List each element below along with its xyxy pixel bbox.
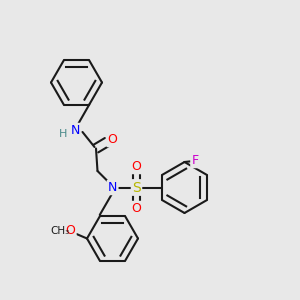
Text: N: N	[108, 181, 117, 194]
Text: S: S	[132, 181, 141, 194]
Text: O: O	[132, 160, 141, 173]
Text: CH₃: CH₃	[50, 226, 70, 236]
Text: O: O	[108, 133, 117, 146]
Text: H: H	[59, 128, 67, 139]
Text: O: O	[132, 202, 141, 215]
Text: O: O	[66, 224, 75, 238]
Text: N: N	[70, 124, 80, 137]
Text: F: F	[191, 154, 199, 167]
